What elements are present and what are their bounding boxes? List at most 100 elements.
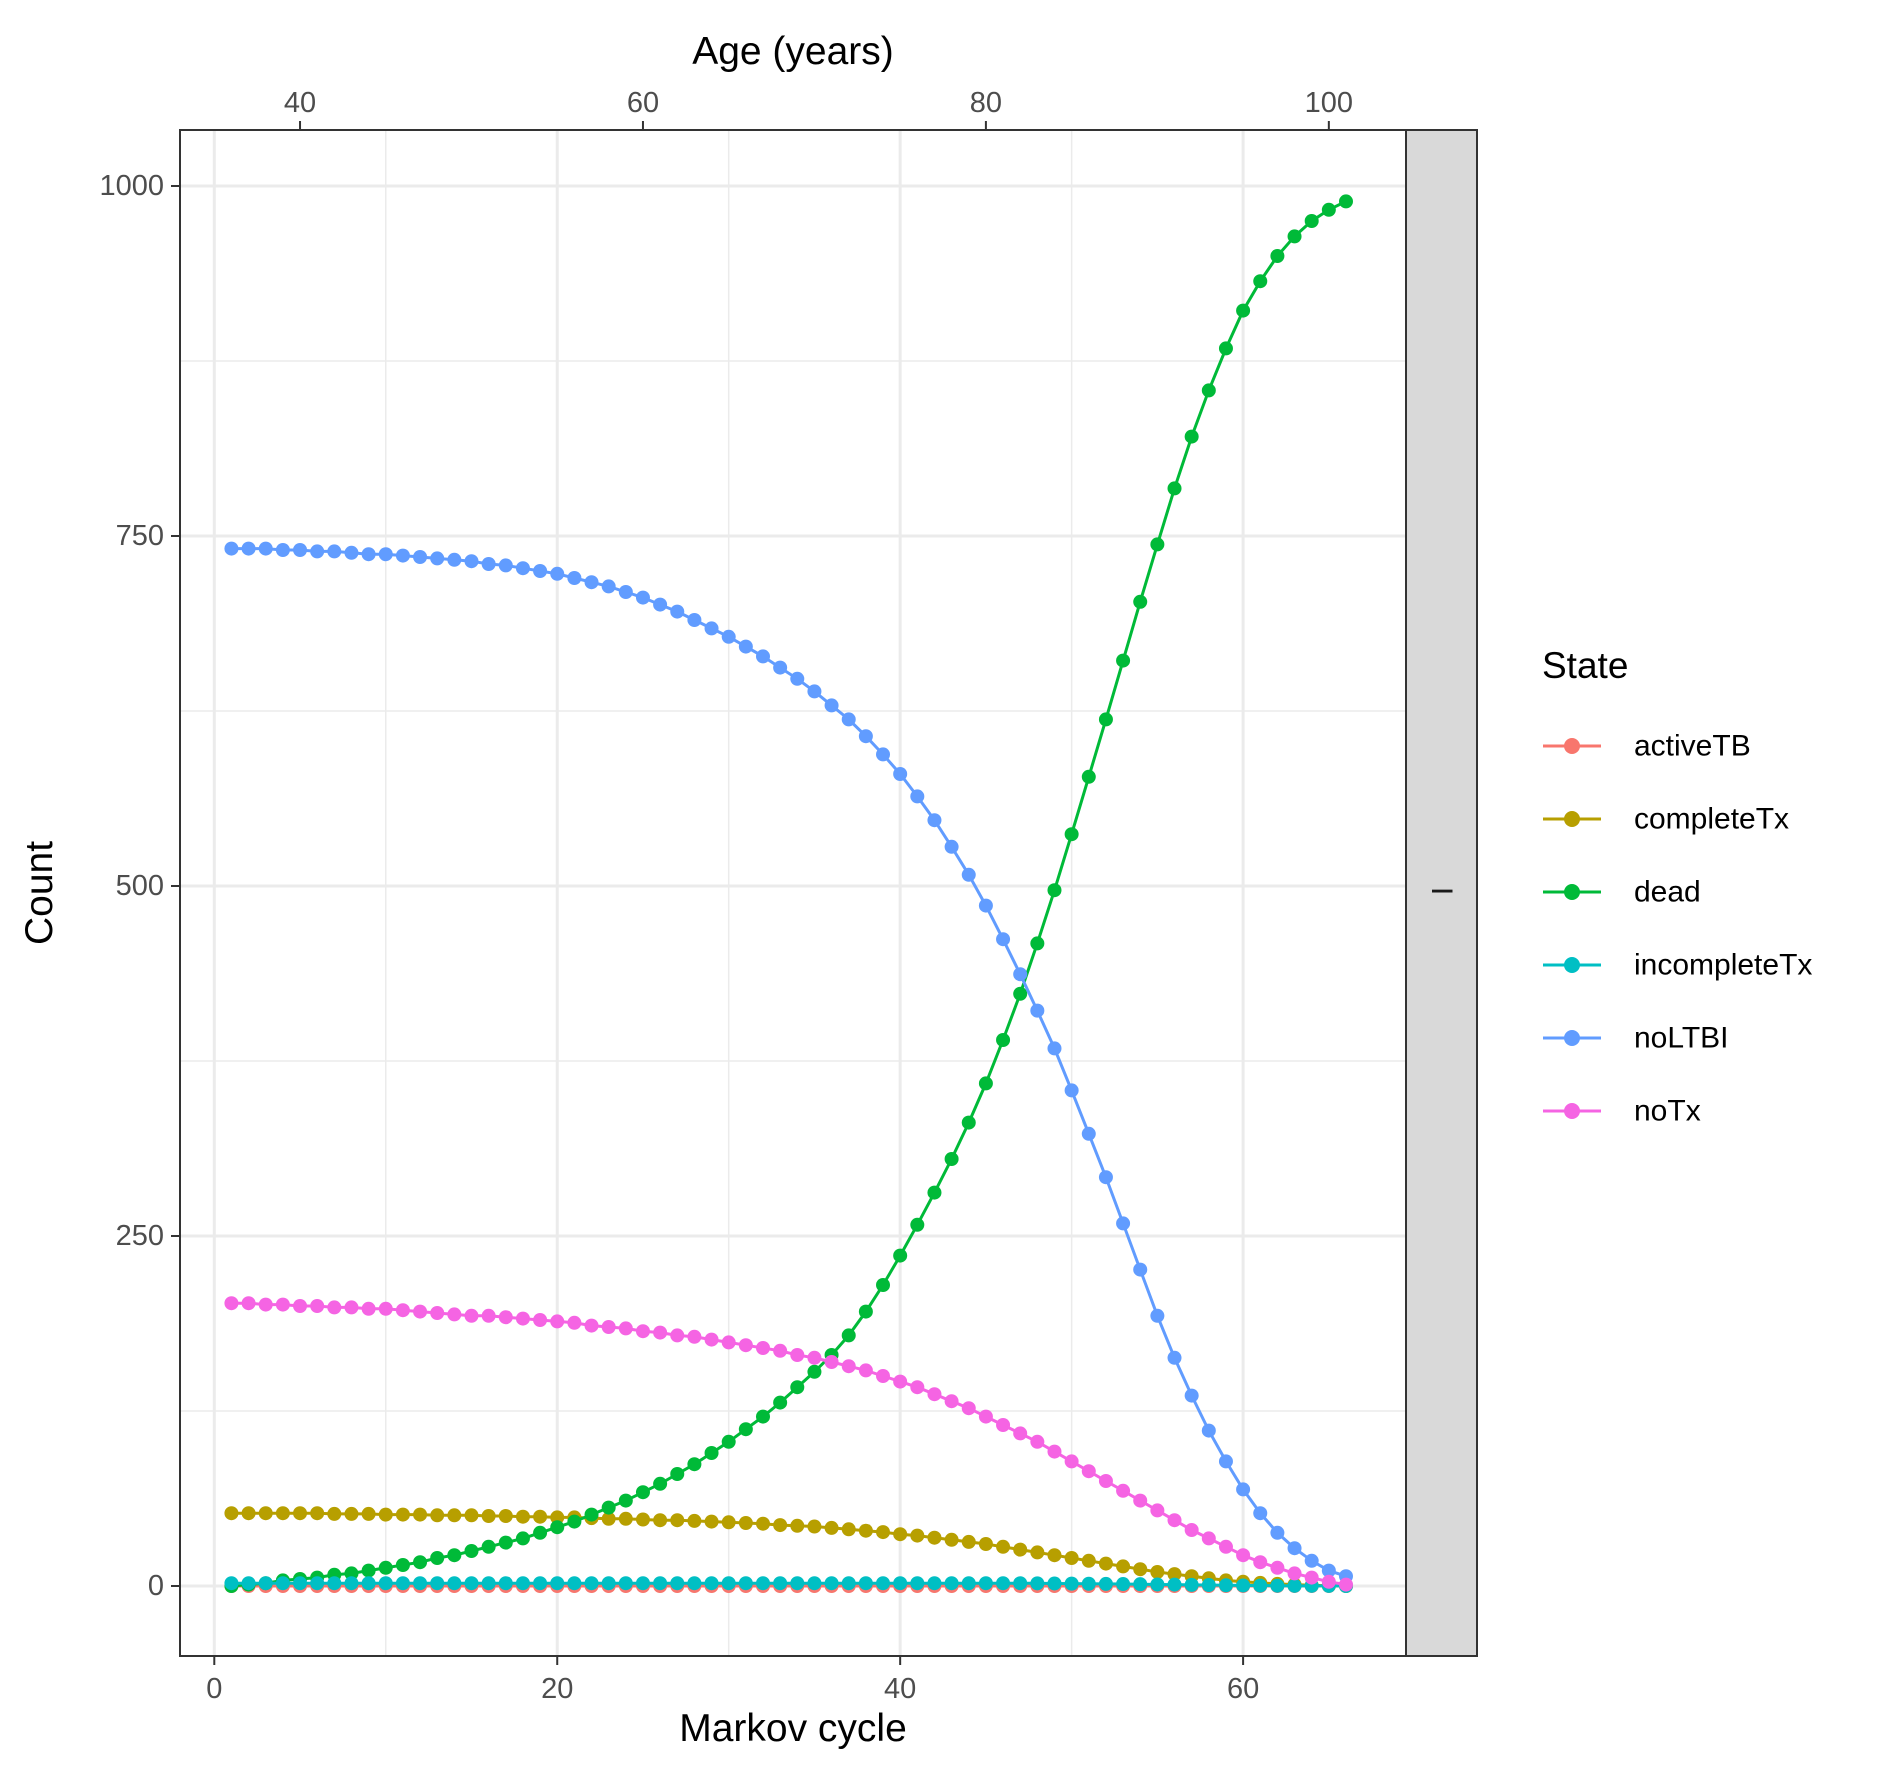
data-point-noLTBI [996,932,1011,947]
facet-strip-label: I [1425,887,1458,895]
data-point-noTx [1133,1493,1148,1508]
data-point-incompleteTx [1098,1576,1113,1591]
data-point-noLTBI [687,613,702,627]
data-point-incompleteTx [824,1576,839,1591]
data-point-dead [1047,883,1062,898]
data-point-incompleteTx [893,1576,908,1591]
data-point-dead [550,1520,565,1535]
data-point-dead [498,1535,513,1550]
data-point-completeTx [1133,1562,1148,1577]
data-point-noTx [755,1341,770,1355]
data-point-noLTBI [241,541,256,556]
x-tick-label: 60 [1227,1673,1259,1705]
data-point-incompleteTx [533,1576,548,1591]
data-point-dead [996,1033,1011,1047]
data-point-noTx [670,1328,685,1343]
data-point-completeTx [1064,1551,1079,1565]
data-point-noLTBI [841,712,856,727]
data-point-incompleteTx [1116,1577,1131,1592]
data-point-completeTx [790,1518,805,1533]
data-point-noLTBI [275,543,290,557]
data-point-incompleteTx [807,1576,822,1591]
data-point-dead [533,1525,548,1540]
data-point-completeTx [515,1509,530,1524]
legend-key-point [1564,1030,1580,1046]
data-point-completeTx [978,1537,993,1551]
data-point-dead [1201,383,1216,398]
data-point-completeTx [275,1506,290,1521]
data-point-dead [927,1185,942,1200]
data-point-noTx [824,1355,839,1369]
legend-label: noLTBI [1634,1022,1729,1055]
data-point-dead [1270,249,1285,263]
data-point-noTx [910,1380,925,1395]
data-point-dead [515,1531,530,1546]
data-point-incompleteTx [910,1576,925,1591]
data-point-noLTBI [1150,1308,1165,1323]
data-point-noLTBI [618,585,633,599]
data-point-noTx [464,1308,479,1323]
legend-label: noTx [1634,1095,1701,1128]
data-point-incompleteTx [1236,1578,1251,1593]
series-line-dead [231,200,1347,1588]
series-line-noLTBI [231,547,1347,1578]
data-point-completeTx [533,1509,548,1524]
data-point-noLTBI [481,557,496,571]
legend-title: State [1542,645,1628,686]
data-point-noTx [1116,1483,1131,1498]
data-point-incompleteTx [224,1576,239,1591]
data-point-noTx [533,1313,548,1327]
data-point-noTx [293,1299,308,1313]
data-point-dead [1013,986,1028,1001]
data-point-completeTx [944,1532,959,1547]
data-point-incompleteTx [447,1576,462,1591]
data-point-completeTx [893,1527,908,1542]
data-point-incompleteTx [755,1576,770,1591]
data-point-noLTBI [1167,1350,1182,1365]
data-point-noLTBI [893,767,908,781]
data-point-incompleteTx [721,1576,736,1591]
data-point-noTx [258,1297,273,1312]
data-point-completeTx [996,1539,1011,1554]
data-point-noTx [550,1314,565,1329]
data-point-dead [1150,537,1165,552]
data-point-completeTx [327,1506,342,1521]
data-point-noLTBI [413,550,428,564]
legend-key-point [1564,738,1580,754]
data-point-noLTBI [1047,1041,1062,1056]
data-point-noLTBI [1116,1216,1131,1231]
data-point-incompleteTx [1167,1577,1182,1592]
data-point-noTx [361,1301,376,1316]
data-point-noLTBI [653,597,668,612]
data-point-completeTx [927,1530,942,1545]
data-point-dead [858,1304,873,1319]
data-point-completeTx [378,1507,393,1522]
x-axis-title: Markov cycle [679,1707,907,1750]
facet-strip: I [1405,129,1478,1657]
data-point-noTx [1098,1474,1113,1488]
data-point-noTx [1013,1426,1028,1441]
data-point-noLTBI [721,629,736,644]
x2-tick-label: 40 [284,87,316,119]
data-point-incompleteTx [584,1576,599,1591]
data-point-noTx [498,1310,513,1325]
data-point-dead [464,1544,479,1558]
data-point-incompleteTx [841,1576,856,1591]
data-point-noTx [378,1301,393,1316]
data-point-noTx [1047,1444,1062,1459]
data-point-completeTx [1047,1548,1062,1563]
data-point-noLTBI [1030,1003,1045,1018]
data-point-noTx [1270,1560,1285,1575]
data-point-completeTx [961,1534,976,1549]
data-point-dead [978,1076,993,1091]
data-point-completeTx [687,1513,702,1528]
data-point-noLTBI [978,898,993,913]
data-point-noLTBI [773,660,788,675]
data-point-incompleteTx [1133,1577,1148,1592]
data-point-incompleteTx [550,1576,565,1591]
data-point-incompleteTx [1013,1576,1028,1591]
data-point-noTx [687,1329,702,1344]
data-point-noLTBI [1013,967,1028,982]
data-point-noTx [395,1303,410,1318]
